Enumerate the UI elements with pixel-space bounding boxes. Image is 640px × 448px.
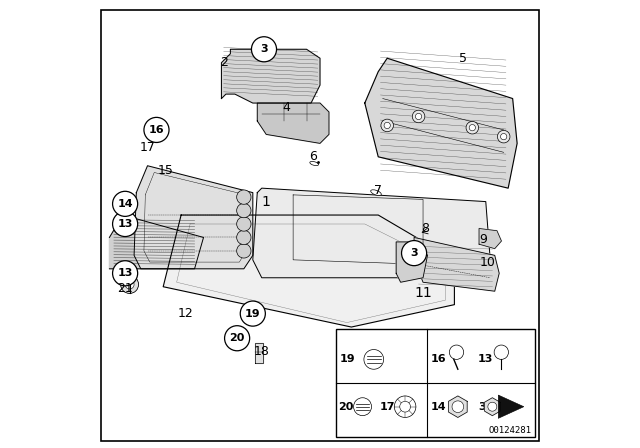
Text: 4: 4 [282, 101, 291, 114]
Polygon shape [479, 228, 502, 249]
Polygon shape [414, 237, 499, 291]
Circle shape [488, 402, 497, 411]
Circle shape [237, 203, 251, 218]
Circle shape [466, 121, 479, 134]
Polygon shape [365, 58, 517, 188]
Text: 20: 20 [338, 402, 353, 412]
Text: 3: 3 [410, 248, 418, 258]
Text: 15: 15 [157, 164, 173, 177]
Circle shape [452, 401, 463, 413]
Ellipse shape [371, 190, 381, 195]
Text: 13: 13 [478, 354, 493, 364]
Circle shape [237, 190, 251, 204]
Circle shape [237, 230, 251, 245]
Text: 14: 14 [117, 199, 133, 209]
Circle shape [113, 191, 138, 216]
Polygon shape [253, 188, 490, 278]
Text: 3: 3 [260, 44, 268, 54]
Text: O0124281: O0124281 [488, 426, 531, 435]
Text: 13: 13 [117, 219, 133, 229]
Polygon shape [109, 215, 204, 269]
Text: 19: 19 [340, 354, 356, 364]
Text: 18: 18 [254, 345, 269, 358]
Polygon shape [396, 242, 428, 282]
Text: 11: 11 [414, 286, 432, 301]
Text: 8: 8 [421, 222, 429, 235]
Text: 21: 21 [117, 282, 133, 296]
Text: 14: 14 [431, 402, 447, 412]
Text: 1: 1 [262, 194, 271, 209]
Text: 12: 12 [178, 307, 193, 320]
Circle shape [120, 276, 138, 293]
Text: 19: 19 [245, 309, 260, 319]
Circle shape [401, 241, 427, 266]
Text: 10: 10 [480, 255, 496, 269]
Text: 6: 6 [309, 150, 317, 164]
Text: 3: 3 [478, 402, 486, 412]
Circle shape [113, 261, 138, 286]
Text: 13: 13 [117, 268, 133, 278]
Circle shape [500, 134, 507, 140]
Polygon shape [499, 395, 524, 418]
Text: 17: 17 [140, 141, 156, 155]
Polygon shape [221, 49, 320, 103]
Circle shape [412, 110, 425, 123]
Circle shape [469, 125, 476, 131]
Circle shape [394, 396, 416, 418]
Circle shape [381, 119, 394, 132]
Polygon shape [449, 396, 467, 418]
Polygon shape [257, 103, 329, 143]
Bar [335, 329, 535, 437]
Text: 16: 16 [431, 354, 447, 364]
Text: 16: 16 [148, 125, 164, 135]
Circle shape [225, 326, 250, 351]
Text: 20: 20 [229, 333, 245, 343]
Polygon shape [163, 215, 454, 327]
Circle shape [240, 301, 266, 326]
Ellipse shape [310, 161, 319, 166]
Circle shape [125, 280, 134, 289]
Text: 17: 17 [380, 402, 395, 412]
Circle shape [384, 122, 390, 129]
Text: 5: 5 [460, 52, 467, 65]
Circle shape [415, 113, 422, 120]
Circle shape [400, 401, 410, 412]
Circle shape [497, 130, 510, 143]
Circle shape [144, 117, 169, 142]
Circle shape [237, 244, 251, 258]
Text: 9: 9 [479, 233, 488, 246]
Text: 7: 7 [374, 184, 382, 197]
Circle shape [237, 217, 251, 231]
Polygon shape [255, 343, 262, 363]
Polygon shape [484, 398, 500, 416]
Circle shape [113, 211, 138, 237]
Circle shape [252, 37, 276, 62]
Text: 2: 2 [220, 56, 228, 69]
Polygon shape [134, 166, 253, 269]
